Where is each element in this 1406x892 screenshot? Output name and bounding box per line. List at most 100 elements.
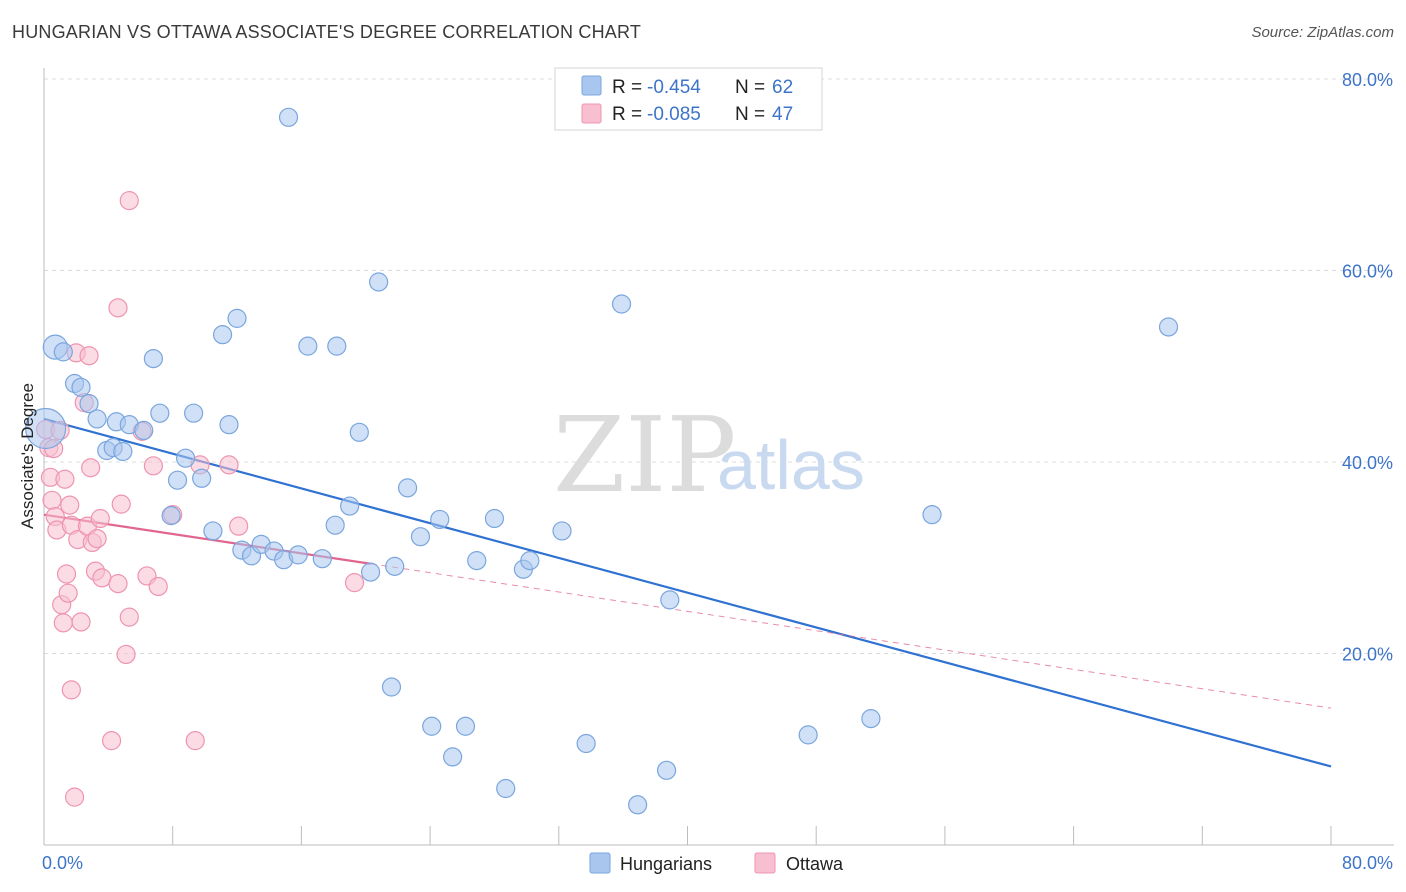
hungarian-point-32 (312, 549, 332, 569)
hungarian-point-12 (134, 420, 154, 441)
hungarian-point-60 (922, 505, 942, 525)
hungarian-point-40 (385, 556, 405, 576)
y-tick-label-3: 20.0% (1342, 645, 1393, 665)
hungarian-point-20 (203, 521, 223, 541)
legend-label-ottawa: Ottawa (786, 854, 844, 874)
stats-r-label-hungarians: R = (612, 77, 647, 98)
stats-n-value-hungarians: 62 (772, 77, 793, 98)
hungarian-point-17 (175, 448, 196, 468)
hungarian-point-45 (443, 747, 463, 767)
legend-swatch-ottawa (754, 852, 776, 874)
hungarian-point-54 (611, 294, 632, 314)
ottawa-point-9 (53, 613, 73, 633)
stats-swatch-hungarians (581, 75, 602, 96)
ottawa-point-11 (56, 564, 77, 584)
ottawa-point-31 (108, 298, 128, 318)
hungarian-point-58 (798, 725, 818, 745)
hungarian-point-30 (288, 545, 308, 565)
hungarian-point-18 (184, 403, 204, 423)
hungarian-point-31 (298, 336, 318, 356)
ottawa-point-30 (108, 574, 128, 594)
stats-r-value-ottawa: -0.085 (647, 104, 701, 125)
hungarian-point-38 (369, 272, 389, 292)
hungarian-point-29 (278, 107, 299, 127)
hungarian-point-55 (628, 795, 648, 815)
ottawa-point-28 (92, 568, 112, 588)
ottawa-point-44 (229, 516, 249, 536)
grid-lines (44, 78, 1394, 654)
hungarian-point-49 (496, 778, 516, 799)
watermark-zip: ZIP (553, 394, 736, 516)
ottawa-point-12 (58, 583, 78, 603)
stats-r-label-ottawa: R = (612, 104, 647, 125)
hungarian-point-14 (150, 403, 170, 423)
trend-line-0 (43, 417, 1332, 768)
stats-n-label-ottawa: N = (735, 104, 770, 125)
hungarian-point-42 (410, 527, 431, 547)
hungarian-point-51 (520, 551, 540, 571)
hungarian-point-48 (484, 508, 505, 529)
ottawa-point-3 (42, 490, 62, 510)
ottawa-point-27 (90, 508, 110, 529)
hungarian-point-39 (381, 677, 402, 697)
x-axis-ticks (43, 826, 1332, 845)
stats-legend: R = -0.454 N = 62 R = -0.085 N = 47 (554, 67, 823, 131)
hungarian-point-59 (861, 709, 881, 729)
hungarian-point-21 (212, 325, 233, 345)
hungarian-point-13 (143, 348, 163, 369)
legend-swatch-hungarians (589, 852, 611, 874)
hungarian-point-0 (25, 407, 67, 450)
stats-r-value-hungarians: -0.454 (647, 77, 701, 98)
x-tick-label-min: 0.0% (42, 853, 83, 873)
hungarian-point-4 (71, 377, 91, 397)
ottawa-point-33 (116, 644, 136, 665)
ottawa-point-23 (81, 458, 101, 478)
ottawa-point-34 (119, 607, 139, 627)
ottawa-point-38 (143, 456, 163, 476)
hungarian-point-2 (53, 342, 73, 362)
hungarian-point-5 (79, 393, 99, 414)
stats-n-value-ottawa: 47 (772, 104, 793, 125)
legend-label-hungarians: Hungarians (620, 854, 712, 874)
chart-title: HUNGARIAN VS OTTAWA ASSOCIATE'S DEGREE C… (12, 22, 642, 42)
y-tick-labels: 80.0% 60.0% 40.0% 20.0% (1342, 70, 1393, 665)
hungarian-point-41 (397, 478, 418, 498)
x-tick-label-max: 80.0% (1342, 853, 1393, 873)
hungarian-point-52 (552, 521, 572, 541)
hungarian-point-35 (340, 496, 360, 516)
hungarian-point-34 (327, 336, 347, 356)
ottawa-point-45 (344, 573, 365, 593)
ottawa-point-32 (111, 494, 131, 514)
stats-n-label-hungarians: N = (735, 77, 770, 98)
ottawa-point-26 (87, 528, 107, 549)
hungarian-point-56 (656, 760, 677, 780)
hungarian-point-61 (1158, 317, 1179, 337)
watermark: ZIP atlas (553, 394, 865, 516)
hungarian-point-16 (167, 470, 188, 490)
hungarian-point-33 (325, 515, 345, 535)
y-tick-label-1: 60.0% (1342, 262, 1393, 282)
ottawa-point-16 (64, 787, 85, 807)
ottawa-point-10 (55, 469, 75, 489)
hungarian-point-57 (660, 590, 680, 610)
ottawa-point-22 (79, 346, 99, 366)
hungarian-point-15 (161, 506, 181, 526)
hungarian-point-37 (360, 562, 381, 582)
hungarian-point-22 (219, 415, 239, 435)
ottawa-point-29 (101, 731, 122, 751)
hungarian-point-44 (430, 509, 450, 530)
ottawa-point-19 (71, 612, 91, 632)
ottawa-point-13 (60, 495, 80, 515)
trend-line-extension-1 (370, 563, 1332, 709)
ottawa-point-41 (185, 731, 205, 751)
hungarian-point-46 (455, 716, 476, 736)
hungarian-point-23 (227, 308, 247, 328)
chart-source: Source: ZipAtlas.com (1251, 24, 1394, 41)
series-legend: Hungarians Ottawa (589, 852, 844, 874)
ottawa-point-39 (148, 576, 168, 597)
watermark-atlas: atlas (717, 426, 865, 504)
hungarian-points (25, 107, 1179, 815)
stats-swatch-ottawa (581, 103, 602, 124)
ottawa-point-15 (61, 680, 81, 700)
ottawa-point-43 (219, 455, 239, 475)
